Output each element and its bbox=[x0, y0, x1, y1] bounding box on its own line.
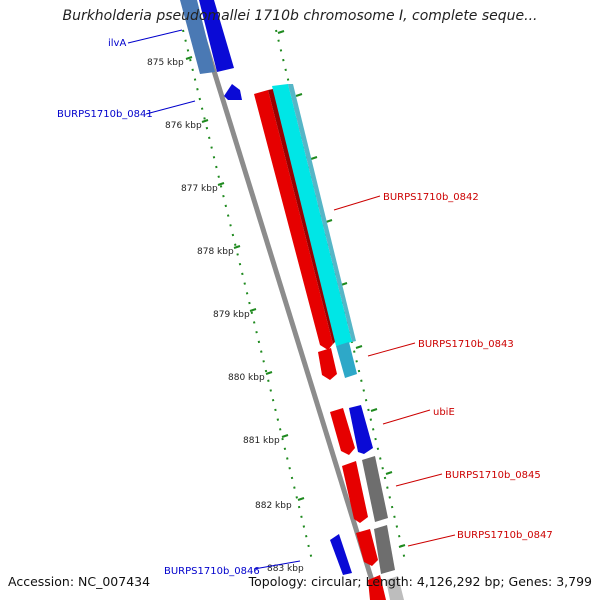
gene-BURPS1710b-0842[interactable] bbox=[254, 90, 333, 350]
gene-BURPS1710b-0845[interactable] bbox=[342, 461, 368, 523]
label-BURPS1710b-0842[interactable]: BURPS1710b_0842 bbox=[383, 192, 479, 203]
feature-gray-0845[interactable] bbox=[362, 456, 388, 522]
label-ilvA[interactable]: ilvA bbox=[108, 38, 126, 49]
gene-BURPS1710b-0841[interactable] bbox=[224, 84, 242, 100]
gene-BURPS1710b-0847[interactable] bbox=[356, 529, 378, 566]
label-BURPS1710b-0846[interactable]: BURPS1710b_0846 bbox=[164, 566, 260, 577]
leader-ilvA bbox=[127, 29, 183, 44]
feature-gray-bottom[interactable] bbox=[386, 576, 404, 600]
gene-ilvA[interactable] bbox=[180, 0, 215, 74]
leader-0842 bbox=[333, 195, 381, 211]
map-title: Burkholderia pseudomallei 1710b chromoso… bbox=[62, 8, 538, 24]
leader-ubiE bbox=[382, 409, 431, 425]
tick-label-879: 879 kbp bbox=[213, 310, 250, 320]
leader-0841 bbox=[145, 100, 196, 115]
tick-label-883: 883 kbp bbox=[267, 564, 304, 574]
label-ubiE[interactable]: ubiE bbox=[433, 407, 455, 418]
feature-BURPS1710b-0842-cyan[interactable] bbox=[272, 84, 352, 346]
accession-text: Accession: NC_007434 bbox=[8, 574, 151, 589]
feature-gray-0847[interactable] bbox=[374, 525, 395, 574]
label-BURPS1710b-0847[interactable]: BURPS1710b_0847 bbox=[457, 530, 553, 541]
label-BURPS1710b-0841[interactable]: BURPS1710b_0841 bbox=[57, 109, 153, 120]
tick-label-880: 880 kbp bbox=[228, 373, 265, 383]
gene-bottom-red[interactable] bbox=[368, 575, 386, 600]
feature-BURPS1710b-0842-cyan-edge bbox=[288, 84, 356, 342]
tick-label-875: 875 kbp bbox=[147, 58, 184, 68]
gene-BURPS1710b-0846[interactable] bbox=[330, 534, 352, 575]
leader-0845 bbox=[395, 473, 443, 487]
gene-ubiE[interactable] bbox=[349, 405, 373, 454]
gene-ubiE-rev[interactable] bbox=[330, 408, 355, 455]
gene-ilvA-cds[interactable] bbox=[199, 0, 234, 72]
tick-label-878: 878 kbp bbox=[197, 247, 234, 257]
tick-label-881: 881 kbp bbox=[243, 436, 280, 446]
leader-0847 bbox=[407, 534, 456, 547]
leader-0843 bbox=[367, 342, 416, 357]
tick-label-882: 882 kbp bbox=[255, 501, 292, 511]
backbone-line bbox=[189, 0, 381, 600]
tick-label-877: 877 kbp bbox=[181, 184, 218, 194]
feature-BURPS1710b-0843-cyan[interactable] bbox=[336, 342, 357, 378]
label-BURPS1710b-0843[interactable]: BURPS1710b_0843 bbox=[418, 339, 514, 350]
gene-BURPS1710b-0842-shade bbox=[268, 89, 337, 344]
summary-text: Topology: circular; Length: 4,126,292 bp… bbox=[248, 574, 592, 589]
label-BURPS1710b-0845[interactable]: BURPS1710b_0845 bbox=[445, 470, 541, 481]
gene-BURPS1710b-0843[interactable] bbox=[318, 348, 337, 380]
leader-0846 bbox=[253, 560, 301, 570]
ruler-tick-labels: 875 kbp 876 kbp 877 kbp 878 kbp 879 kbp … bbox=[147, 58, 304, 574]
ruler-line-outer bbox=[182, 29, 313, 561]
tick-label-876: 876 kbp bbox=[165, 121, 202, 131]
